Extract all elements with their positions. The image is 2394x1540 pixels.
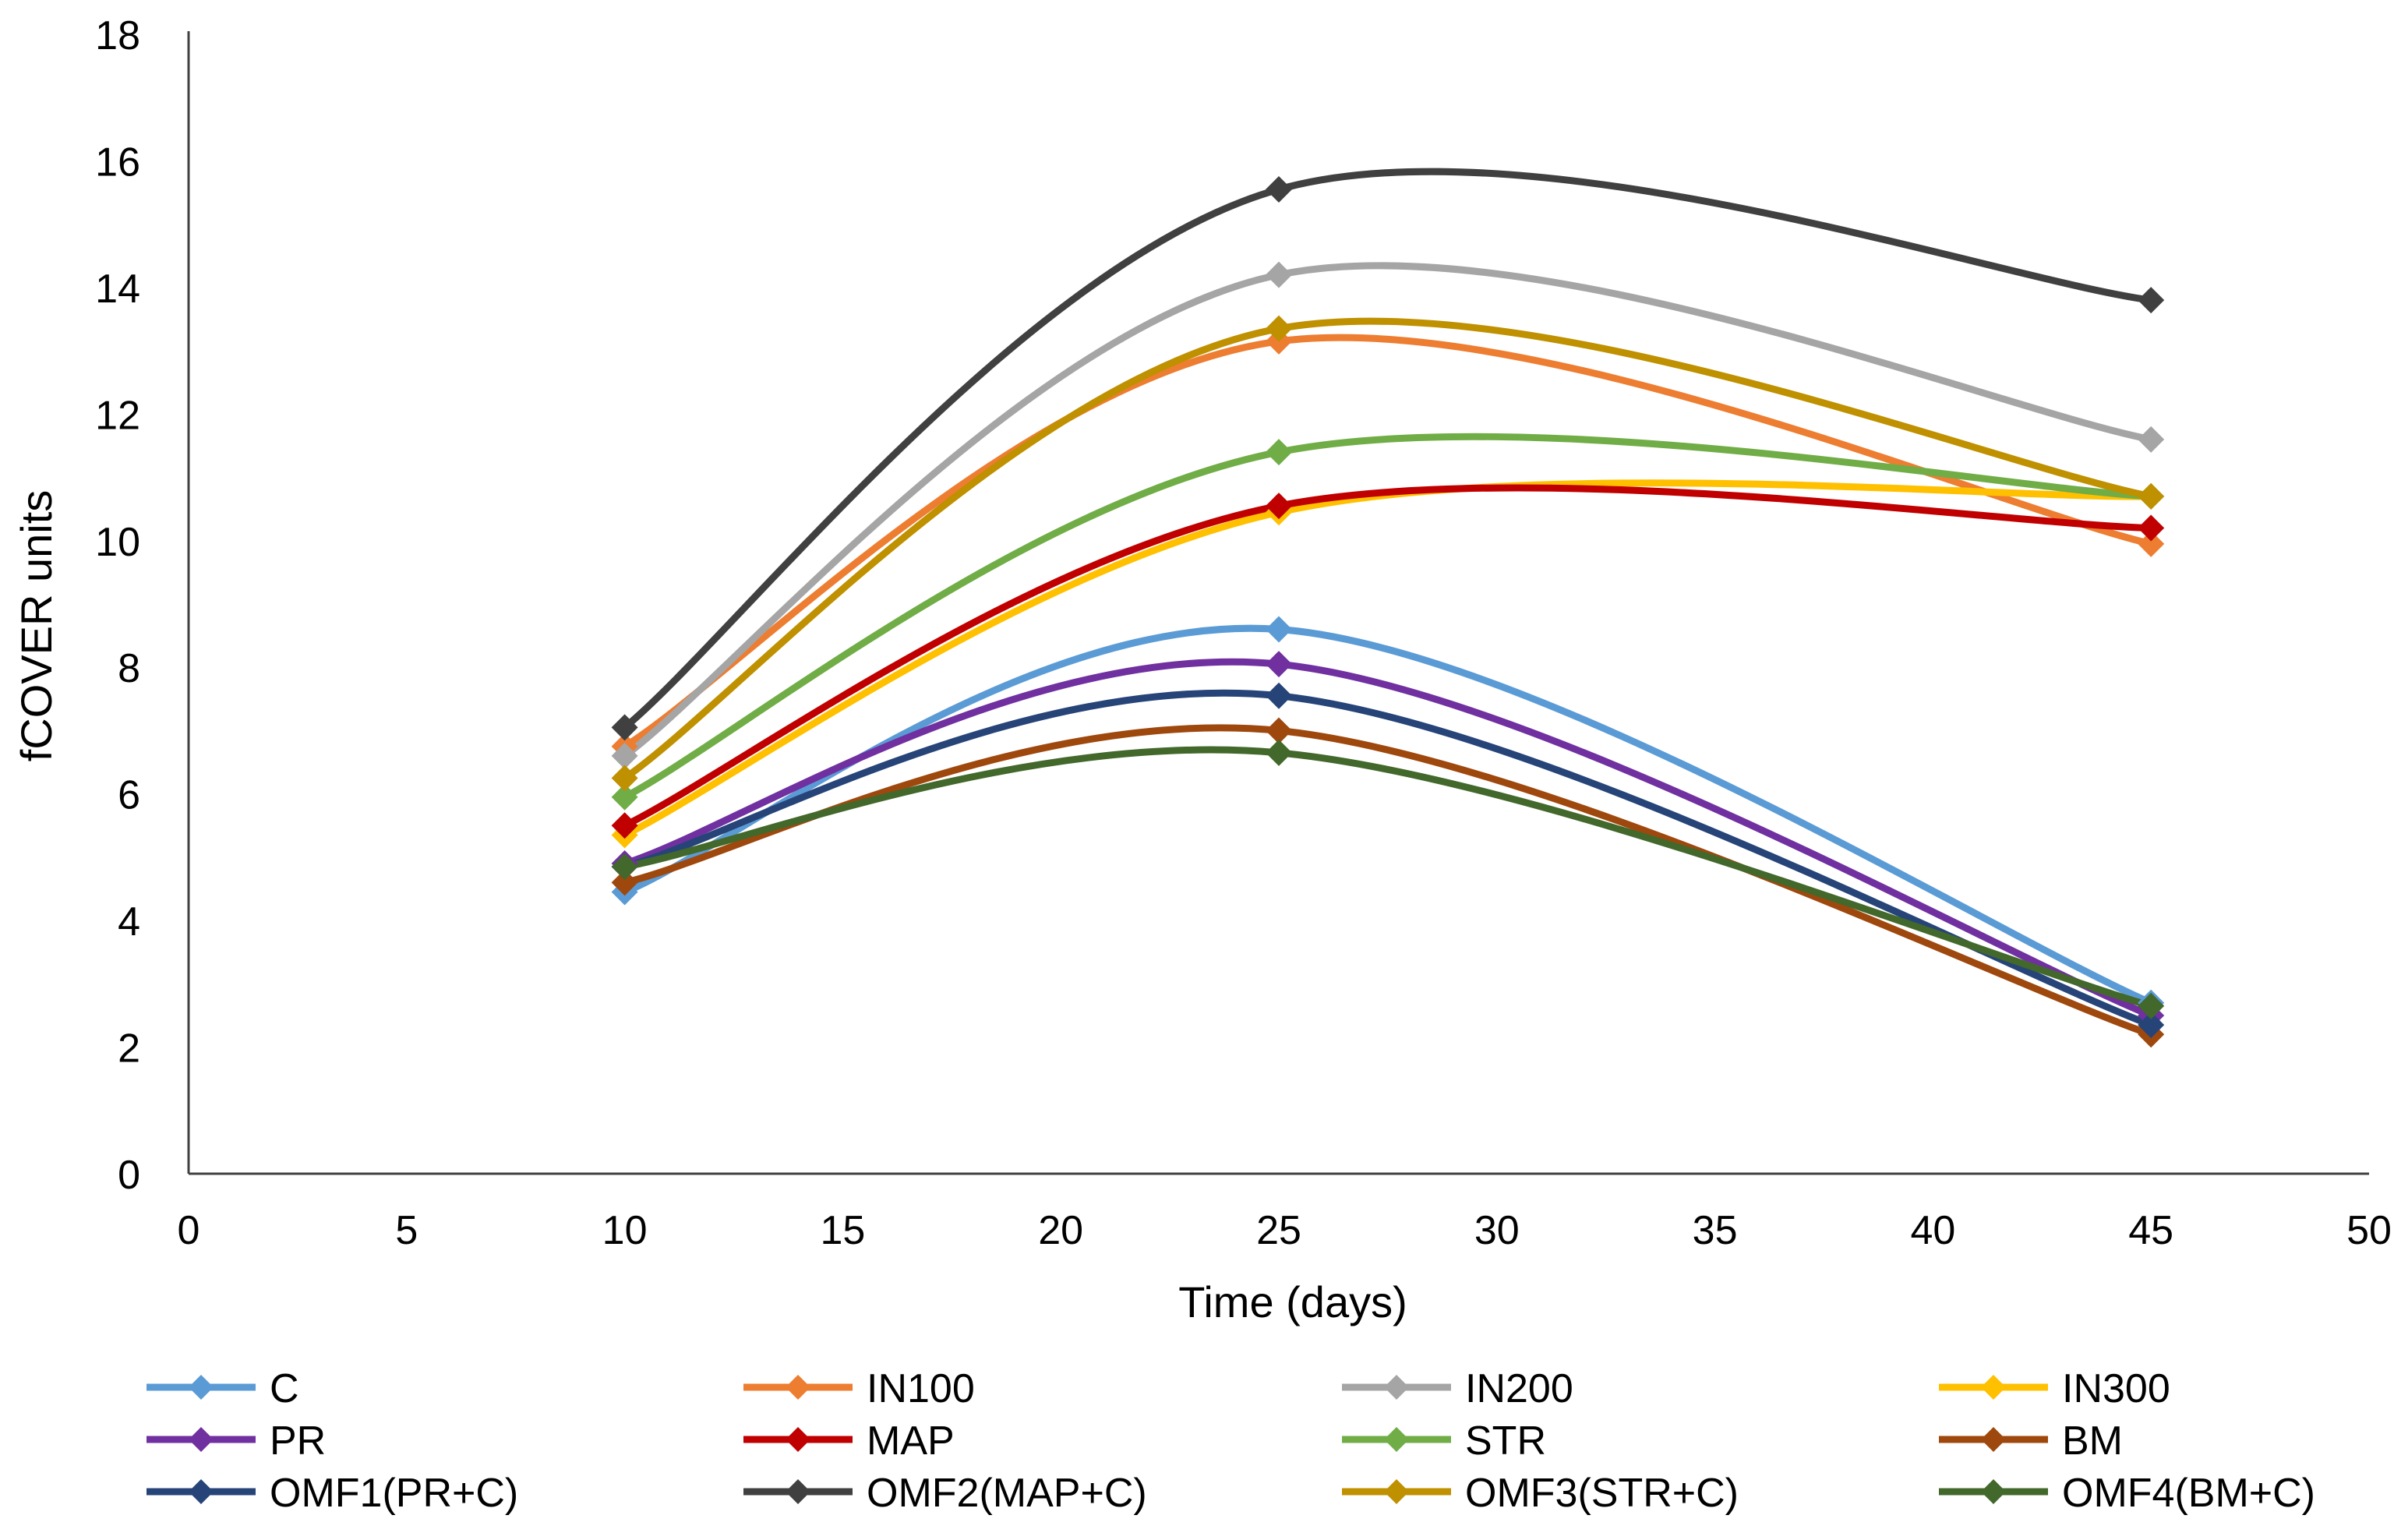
data-point-omf2-map-c bbox=[611, 714, 638, 741]
legend-label-in300: IN300 bbox=[2062, 1366, 2170, 1411]
legend-marker-in100 bbox=[786, 1375, 810, 1400]
data-point-in200 bbox=[611, 742, 638, 769]
x-tick-label: 45 bbox=[2128, 1208, 2173, 1253]
legend-marker-omf1-pr-c bbox=[189, 1479, 214, 1504]
data-point-c bbox=[1266, 616, 1292, 643]
legend-marker-in300 bbox=[1981, 1375, 2006, 1400]
data-point-omf4-bm-c bbox=[2138, 992, 2165, 1019]
legend-marker-omf4-bm-c bbox=[1981, 1479, 2006, 1504]
x-tick-label: 20 bbox=[1038, 1208, 1083, 1253]
axes: 0 2 4 6 8 10 12 14 16 18 0 5 10 15 20 25 30 35 40 45 50 bbox=[95, 13, 2392, 1253]
data-point-str bbox=[1266, 439, 1292, 466]
y-tick-label: 18 bbox=[95, 13, 140, 58]
series-line-omf1-pr-c bbox=[621, 689, 2155, 1029]
x-axis-title: Time (days) bbox=[1178, 1277, 1407, 1326]
x-tick-label: 25 bbox=[1256, 1208, 1301, 1253]
x-tick-label: 5 bbox=[395, 1208, 418, 1253]
legend-marker-omf3-str-c bbox=[1384, 1479, 1409, 1504]
data-point-omf4-bm-c bbox=[611, 853, 638, 881]
series-line-in300 bbox=[621, 479, 2155, 839]
x-tick-label: 30 bbox=[1474, 1208, 1520, 1253]
x-tick-label: 40 bbox=[1910, 1208, 1955, 1253]
legend-label-pr: PR bbox=[270, 1418, 326, 1464]
legend-marker-map bbox=[786, 1427, 810, 1452]
y-tick-label: 10 bbox=[95, 520, 140, 565]
legend: C IN100 IN200 IN300 PR MAP STR BM OMF1(PR+C) OMF2… bbox=[147, 1366, 2315, 1516]
legend-label-c: C bbox=[270, 1366, 299, 1411]
series-line-map bbox=[621, 484, 2155, 829]
data-point-bm bbox=[611, 869, 638, 896]
data-point-bm bbox=[1266, 717, 1292, 744]
series-line-omf2-map-c bbox=[621, 168, 2155, 731]
legend-label-map: MAP bbox=[867, 1418, 955, 1464]
data-point-in100 bbox=[2138, 530, 2165, 557]
data-point-in200 bbox=[1266, 261, 1292, 288]
data-point-omf3-str-c bbox=[2138, 482, 2165, 510]
y-tick-label: 12 bbox=[95, 393, 140, 438]
data-point-omf4-bm-c bbox=[1266, 739, 1292, 766]
series-line-omf4-bm-c bbox=[621, 746, 2155, 1010]
legend-marker-str bbox=[1384, 1427, 1409, 1452]
data-point-map bbox=[611, 812, 638, 839]
legend-label-omf1-pr-c: OMF1(PR+C) bbox=[270, 1471, 518, 1516]
data-point-omf1-pr-c bbox=[1266, 682, 1292, 709]
legend-label-in100: IN100 bbox=[867, 1366, 975, 1411]
data-point-omf3-str-c bbox=[1266, 315, 1292, 342]
data-point-str bbox=[611, 783, 638, 811]
x-tick-label: 35 bbox=[1693, 1208, 1738, 1253]
data-point-in200 bbox=[2138, 426, 2165, 453]
y-tick-label: 14 bbox=[95, 267, 140, 312]
data-point-omf1-pr-c bbox=[2138, 1012, 2165, 1039]
data-point-omf3-str-c bbox=[611, 765, 638, 792]
x-tick-label: 50 bbox=[2346, 1208, 2392, 1253]
legend-marker-c bbox=[189, 1375, 214, 1400]
y-tick-label: 2 bbox=[118, 1026, 140, 1072]
legend-marker-omf2-map-c bbox=[786, 1479, 810, 1504]
legend-label-omf4-bm-c: OMF4(BM+C) bbox=[2062, 1471, 2315, 1516]
data-point-omf2-map-c bbox=[1266, 175, 1292, 203]
series-line-pr bbox=[621, 658, 2155, 1019]
y-tick-label: 0 bbox=[118, 1153, 140, 1198]
y-tick-label: 4 bbox=[118, 899, 140, 945]
series-lines bbox=[621, 168, 2155, 1038]
legend-marker-in200 bbox=[1384, 1375, 1409, 1400]
x-tick-label: 10 bbox=[602, 1208, 648, 1253]
y-axis-title: fCOVER units bbox=[12, 490, 61, 762]
data-point-omf2-map-c bbox=[2138, 287, 2165, 314]
legend-label-in200: IN200 bbox=[1465, 1366, 1573, 1411]
data-point-map bbox=[2138, 514, 2165, 542]
legend-label-omf2-map-c: OMF2(MAP+C) bbox=[867, 1471, 1147, 1516]
series-line-c bbox=[621, 624, 2155, 1007]
data-point-map bbox=[1266, 493, 1292, 520]
data-point-pr bbox=[1266, 651, 1292, 678]
legend-marker-pr bbox=[189, 1427, 214, 1452]
legend-marker-bm bbox=[1981, 1427, 2006, 1452]
y-tick-label: 6 bbox=[118, 773, 140, 818]
y-tick-label: 16 bbox=[95, 140, 140, 185]
x-tick-label: 0 bbox=[178, 1208, 200, 1253]
series-line-omf3-str-c bbox=[621, 317, 2155, 782]
y-tick-label: 8 bbox=[118, 646, 140, 691]
series-markers bbox=[611, 175, 2165, 1048]
legend-label-str: STR bbox=[1465, 1418, 1546, 1464]
legend-label-bm: BM bbox=[2062, 1418, 2123, 1464]
x-tick-label: 15 bbox=[820, 1208, 865, 1253]
legend-label-omf3-str-c: OMF3(STR+C) bbox=[1465, 1471, 1739, 1516]
